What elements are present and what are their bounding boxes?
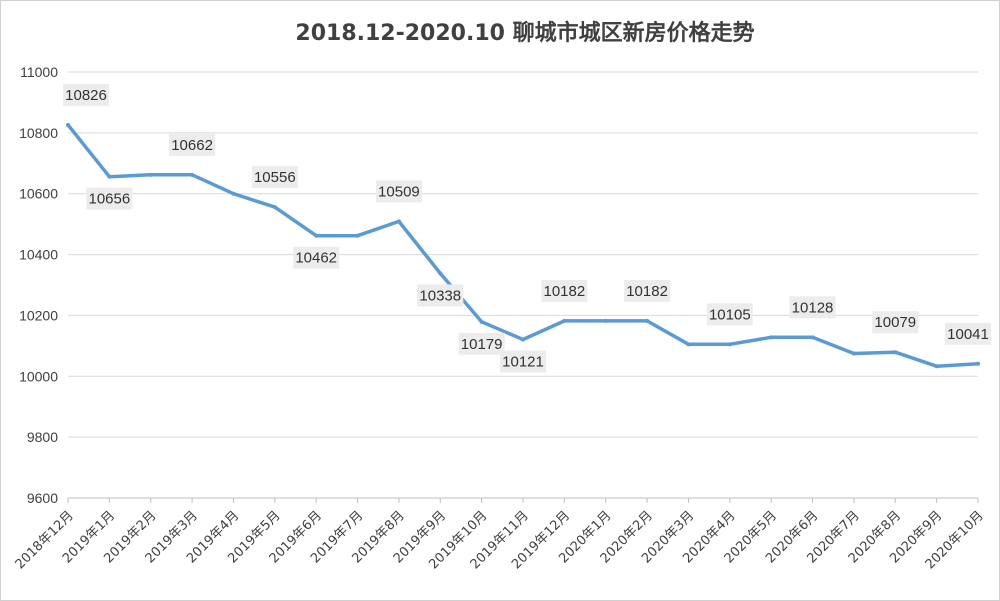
- data-point: [107, 174, 112, 179]
- data-label: 10656: [86, 187, 133, 210]
- data-label: 10556: [251, 166, 298, 189]
- chart-title: 2018.12-2020.10 聊城市城区新房价格走势: [295, 20, 754, 46]
- data-label: 10179: [458, 332, 505, 355]
- data-point: [314, 233, 319, 238]
- data-label-text: 10338: [419, 287, 461, 304]
- data-point: [727, 342, 732, 347]
- y-tick-label: 10400: [19, 247, 58, 263]
- data-point: [396, 219, 401, 224]
- data-label-text: 10079: [874, 314, 916, 331]
- data-label-text: 10128: [792, 299, 834, 316]
- series-layer: [66, 122, 980, 369]
- data-label: 10121: [500, 350, 546, 373]
- x-axis-tick-labels: 2018年12月2019年1月2019年2月2019年3月2019年4月2019…: [13, 508, 987, 572]
- data-label-background: [293, 246, 340, 269]
- data-label-background: [500, 350, 546, 373]
- data-label: 10128: [789, 296, 836, 319]
- data-label-background: [872, 311, 919, 334]
- data-label-text: 10179: [461, 336, 503, 353]
- y-axis-tick-labels: 9600 9800 10000 10200 10400 10600 10800 11000: [19, 64, 58, 506]
- data-point: [148, 172, 153, 177]
- data-point: [893, 350, 898, 355]
- data-label-background: [417, 284, 464, 307]
- data-point: [66, 122, 70, 127]
- data-label-background: [624, 279, 671, 302]
- data-point: [603, 318, 608, 323]
- data-label: 10182: [541, 279, 588, 302]
- data-point: [562, 318, 567, 323]
- data-label: 10079: [872, 311, 919, 334]
- y-tick-label: 10600: [19, 186, 58, 202]
- data-label-background: [63, 83, 109, 106]
- y-tick-label: 9600: [27, 490, 58, 506]
- data-point: [438, 271, 443, 276]
- data-label-background: [86, 187, 133, 210]
- y-tick-label: 11000: [20, 64, 58, 80]
- data-point: [521, 337, 525, 342]
- data-point: [810, 335, 815, 340]
- data-label-text: 10121: [502, 353, 544, 370]
- data-point: [686, 342, 691, 347]
- data-label: 10182: [624, 279, 671, 302]
- data-label-text: 10662: [171, 137, 213, 154]
- data-label-background: [706, 303, 753, 326]
- series-line: [66, 123, 980, 368]
- data-label-background: [541, 279, 588, 302]
- data-label-text: 10105: [709, 306, 751, 323]
- data-point: [190, 172, 195, 177]
- data-label-text: 10826: [65, 87, 107, 104]
- data-label: 10338: [417, 284, 464, 307]
- data-label-background: [458, 332, 505, 355]
- data-label: 10662: [169, 133, 216, 156]
- data-labels: 10826 10656 10662 10556 10462 10509 10338 10179…: [63, 83, 991, 373]
- data-point: [769, 335, 774, 340]
- data-label-background: [251, 166, 298, 189]
- data-label-text: 10182: [626, 283, 668, 300]
- data-point: [272, 205, 277, 210]
- data-label-text: 10509: [378, 183, 420, 200]
- y-tick-label: 10200: [19, 307, 58, 323]
- data-point: [851, 351, 856, 356]
- data-point: [934, 364, 939, 369]
- data-label: 10509: [375, 180, 422, 203]
- data-label-background: [169, 133, 216, 156]
- y-tick-label: 10000: [19, 368, 58, 384]
- data-point: [231, 191, 236, 196]
- data-point: [355, 233, 360, 238]
- data-label-text: 10462: [295, 250, 337, 267]
- data-label-text: 10041: [947, 326, 989, 343]
- y-tick-label: 9800: [27, 429, 58, 445]
- data-label-text: 10656: [89, 191, 131, 208]
- data-label-text: 10556: [254, 169, 296, 186]
- data-point: [645, 318, 650, 323]
- data-label: 10105: [706, 303, 753, 326]
- data-label: 10041: [945, 322, 991, 345]
- data-label: 10462: [293, 246, 340, 269]
- data-label-background: [375, 180, 422, 203]
- x-axis: [67, 497, 979, 503]
- data-label: 10826: [63, 83, 109, 106]
- y-tick-label: 10800: [19, 125, 58, 141]
- data-label-text: 10182: [544, 283, 586, 300]
- data-label-background: [789, 296, 836, 319]
- data-label-background: [945, 322, 991, 345]
- data-point: [479, 319, 484, 324]
- data-point: [976, 361, 980, 366]
